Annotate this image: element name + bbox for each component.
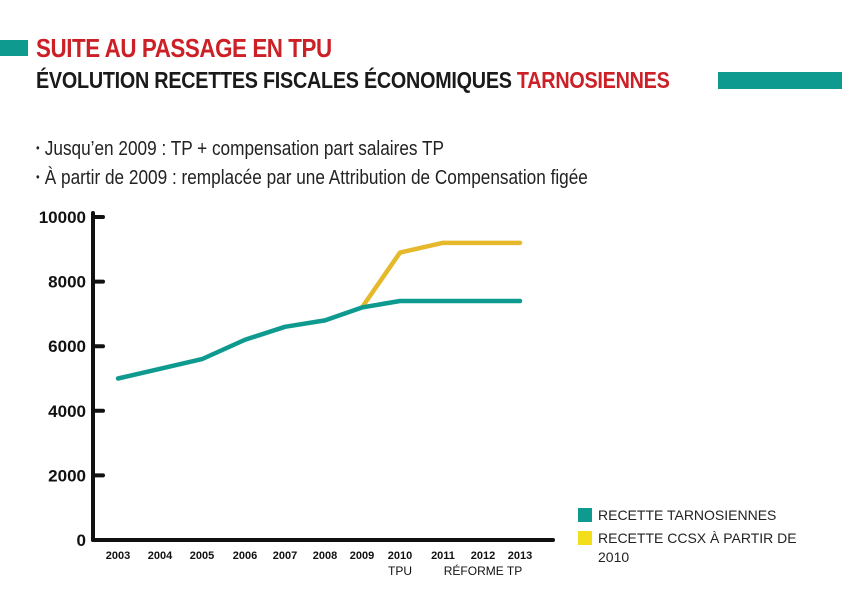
legend-swatch-teal: [578, 508, 592, 522]
legend-label: RECETTE CCSX À PARTIR DE 2010: [598, 530, 797, 565]
bullet-dot-icon: •: [36, 170, 40, 184]
subtitle-prefix: ÉVOLUTION RECETTES FISCALES ÉCONOMIQUES: [36, 67, 517, 93]
bullet-list: • Jusqu’en 2009 : TP + compensation part …: [36, 136, 588, 194]
subtitle-accent: TARNOSIENNES: [516, 67, 670, 93]
chart-legend: RECETTE TARNOSIENNES RECETTE CCSX À PART…: [578, 506, 814, 571]
chart-labels: 0 2000 4000 6000 8000 10000 2003 2004 2005 2006 20…: [39, 208, 533, 578]
legend-label: RECETTE TARNOSIENNES: [598, 507, 777, 523]
y-tick-label: 0: [77, 531, 86, 550]
x-tick-label: 2009: [350, 550, 374, 562]
x-tick-label: 2004: [148, 550, 173, 562]
x-tick-label: 2011: [431, 550, 455, 562]
page-title: SUITE AU PASSAGE EN TPU: [36, 33, 332, 63]
subtitle-accent-bar-right: [718, 72, 842, 89]
y-tick-label: 8000: [48, 273, 86, 292]
x-tick-label: 2008: [313, 550, 337, 562]
series-line-tarnosiennes: [115, 298, 523, 381]
x-sublabel: TPU: [388, 564, 412, 578]
y-tick-label: 10000: [39, 208, 86, 227]
x-sublabel: RÉFORME TP: [444, 563, 522, 578]
bullet-item: • À partir de 2009 : remplacée par une At…: [36, 165, 588, 194]
x-tick-label: 2006: [233, 550, 257, 562]
chart-series-layer: [115, 240, 523, 381]
y-tick-label: 2000: [48, 466, 86, 485]
legend-item-tarnosiennes: RECETTE TARNOSIENNES: [578, 506, 814, 525]
legend-item-ccsx: RECETTE CCSX À PARTIR DE 2010: [578, 529, 814, 567]
y-tick-label: 6000: [48, 337, 86, 356]
x-tick-label: 2005: [190, 550, 214, 562]
y-tick-label: 4000: [48, 402, 86, 421]
x-tick-label: 2003: [106, 550, 130, 562]
chart-axes: [91, 211, 555, 542]
title-accent-bar-left: [0, 40, 28, 56]
bullet-dot-icon: •: [36, 141, 40, 155]
x-tick-label: 2010: [388, 550, 412, 562]
bullet-text: À partir de 2009 : remplacée par une Att…: [44, 167, 588, 189]
series-line-ccsx: [359, 240, 523, 310]
legend-swatch-yellow: [578, 531, 592, 545]
page-subtitle: ÉVOLUTION RECETTES FISCALES ÉCONOMIQUES …: [36, 67, 670, 94]
x-tick-label: 2007: [273, 550, 297, 562]
bullet-item: • Jusqu’en 2009 : TP + compensation part …: [36, 136, 588, 165]
bullet-text: Jusqu’en 2009 : TP + compensation part s…: [44, 138, 444, 160]
x-tick-label: 2013: [508, 550, 532, 562]
x-tick-label: 2012: [471, 550, 495, 562]
